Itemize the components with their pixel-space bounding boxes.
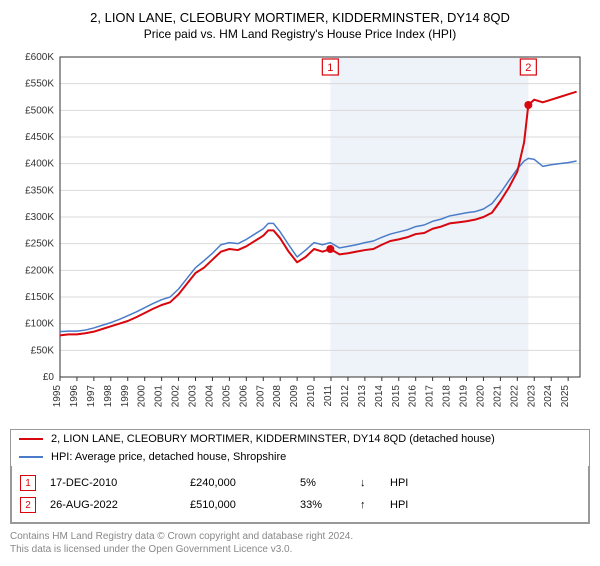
svg-text:2021: 2021 [492, 385, 503, 408]
svg-text:1995: 1995 [52, 385, 63, 408]
svg-text:2014: 2014 [374, 385, 385, 408]
transaction-row: 1 17-DEC-2010£240,0005%↓HPI [20, 472, 580, 494]
svg-text:2005: 2005 [221, 385, 232, 408]
transaction-pct: 33% [300, 499, 360, 511]
transaction-dir-label: HPI [390, 499, 408, 511]
transaction-row: 2 26-AUG-2022£510,00033%↑HPI [20, 494, 580, 516]
svg-text:2013: 2013 [357, 385, 368, 408]
svg-text:2001: 2001 [154, 385, 165, 408]
svg-text:2: 2 [525, 62, 531, 74]
legend-box: 2, LION LANE, CLEOBURY MORTIMER, KIDDERM… [10, 429, 590, 524]
svg-text:2009: 2009 [289, 385, 300, 408]
svg-text:£0: £0 [43, 372, 55, 383]
footnote: Contains HM Land Registry data © Crown c… [10, 530, 590, 556]
svg-text:2015: 2015 [391, 385, 402, 408]
svg-text:2002: 2002 [171, 385, 182, 408]
transaction-date: 26-AUG-2022 [50, 499, 190, 511]
svg-text:1997: 1997 [86, 385, 97, 408]
legend-label: HPI: Average price, detached house, Shro… [51, 451, 286, 463]
svg-text:2010: 2010 [306, 385, 317, 408]
chart-container: 2, LION LANE, CLEOBURY MORTIMER, KIDDERM… [0, 0, 600, 566]
svg-text:1996: 1996 [69, 385, 80, 408]
svg-text:£450K: £450K [25, 132, 54, 143]
svg-text:£150K: £150K [25, 292, 54, 303]
svg-text:2007: 2007 [255, 385, 266, 408]
legend-swatch [19, 456, 43, 458]
footnote-line1: Contains HM Land Registry data © Crown c… [10, 531, 353, 542]
svg-text:2019: 2019 [459, 385, 470, 408]
transaction-table: 1 17-DEC-2010£240,0005%↓HPI 2 26-AUG-2022£5… [11, 466, 589, 523]
legend-label: 2, LION LANE, CLEOBURY MORTIMER, KIDDERM… [51, 433, 495, 445]
chart-plot-area: £0 £50K £100K £150K £200K £250K £300K £350K £400… [10, 49, 590, 419]
svg-text:£200K: £200K [25, 265, 54, 276]
svg-text:1999: 1999 [120, 385, 131, 408]
svg-text:2012: 2012 [340, 385, 351, 408]
svg-text:2025: 2025 [560, 385, 571, 408]
svg-text:2006: 2006 [238, 385, 249, 408]
chart-title-address: 2, LION LANE, CLEOBURY MORTIMER, KIDDERM… [10, 10, 590, 25]
svg-text:2020: 2020 [475, 385, 486, 408]
svg-text:£250K: £250K [25, 239, 54, 250]
svg-text:£600K: £600K [25, 52, 54, 63]
chart-title-subtitle: Price paid vs. HM Land Registry's House … [10, 27, 590, 41]
transaction-date: 17-DEC-2010 [50, 477, 190, 489]
svg-text:2018: 2018 [442, 385, 453, 408]
svg-text:2022: 2022 [509, 385, 520, 408]
transaction-price: £240,000 [190, 477, 300, 489]
svg-text:2011: 2011 [323, 385, 334, 407]
svg-text:£350K: £350K [25, 185, 54, 196]
footnote-line2: This data is licensed under the Open Gov… [10, 544, 292, 555]
transaction-marker: 1 [20, 475, 36, 491]
svg-text:2004: 2004 [204, 385, 215, 408]
transaction-marker: 2 [20, 497, 36, 513]
svg-text:2003: 2003 [188, 385, 199, 408]
svg-text:1998: 1998 [103, 385, 114, 408]
transaction-direction: ↑ [360, 499, 390, 511]
transaction-dir-label: HPI [390, 477, 408, 489]
svg-text:£50K: £50K [31, 345, 55, 356]
svg-text:£500K: £500K [25, 105, 54, 116]
svg-text:2023: 2023 [526, 385, 537, 408]
svg-text:£400K: £400K [25, 159, 54, 170]
svg-text:1: 1 [327, 62, 333, 74]
svg-text:£550K: £550K [25, 79, 54, 90]
svg-text:£100K: £100K [25, 319, 54, 330]
line-chart-svg: £0 £50K £100K £150K £200K £250K £300K £350K £400… [10, 49, 590, 419]
svg-text:2000: 2000 [137, 385, 148, 408]
svg-text:2008: 2008 [272, 385, 283, 408]
svg-text:2017: 2017 [425, 385, 436, 408]
transaction-price: £510,000 [190, 499, 300, 511]
legend-item: 2, LION LANE, CLEOBURY MORTIMER, KIDDERM… [11, 430, 589, 448]
transaction-pct: 5% [300, 477, 360, 489]
legend-swatch [19, 438, 43, 440]
transaction-direction: ↓ [360, 477, 390, 489]
svg-text:2024: 2024 [543, 385, 554, 408]
legend-item: HPI: Average price, detached house, Shro… [11, 448, 589, 466]
svg-text:2016: 2016 [408, 385, 419, 408]
svg-text:£300K: £300K [25, 212, 54, 223]
